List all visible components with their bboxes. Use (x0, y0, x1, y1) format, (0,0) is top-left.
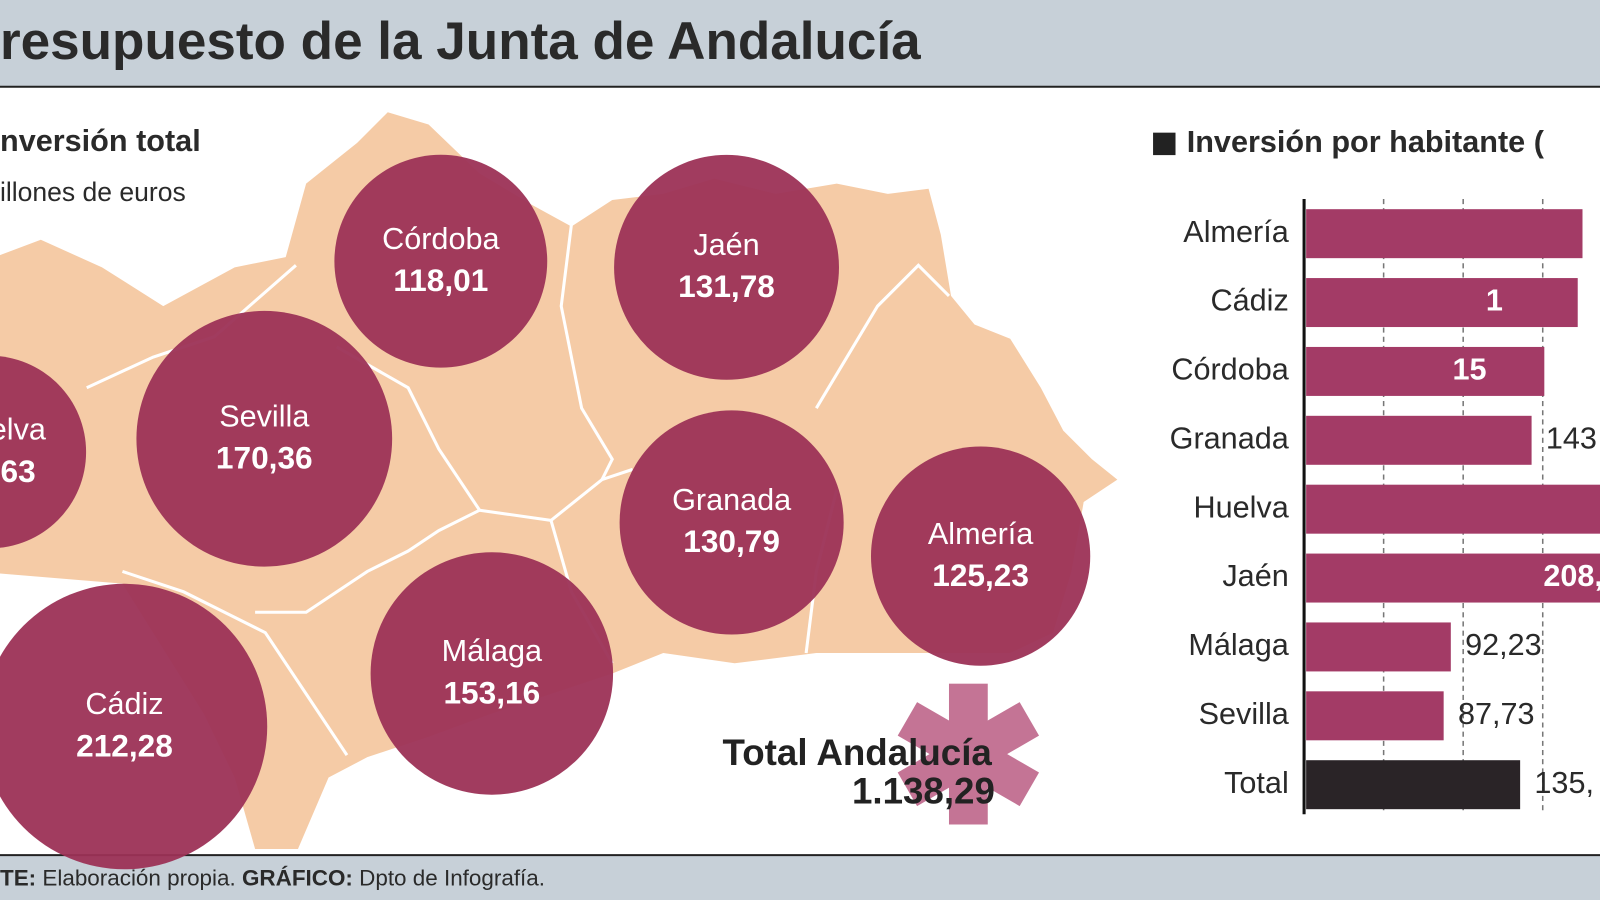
bar (1306, 691, 1444, 741)
footer-graphic-label: GRÁFICO: (242, 866, 353, 891)
region-shape (0, 112, 1118, 849)
value-label: 135, (1534, 766, 1594, 800)
bubble-value: 153,16 (443, 674, 540, 710)
category-label: Total (1224, 766, 1289, 800)
bubble-value: 130,79 (683, 523, 780, 559)
bubble (370, 552, 614, 795)
bubble-value: 125,23 (932, 557, 1029, 593)
value-label: 92,23 (1465, 628, 1542, 662)
bubble-name: Málaga (442, 634, 543, 668)
bubble-value: 118,01 (393, 262, 488, 298)
bar (1306, 209, 1583, 259)
bar (1306, 622, 1451, 672)
bars: Almería Cádiz 1 Córdoba 15 Granada 143 Huelva Ja… (1170, 198, 1600, 815)
category-label: Sevilla (1199, 697, 1290, 731)
category-label: Córdoba (1171, 353, 1289, 387)
bubble-value: 212,28 (76, 727, 173, 763)
bubble-value: 131,78 (678, 268, 775, 304)
total-asterisk (897, 683, 1040, 825)
bar (1306, 484, 1600, 534)
map-subtitle: illones de euros (0, 177, 186, 207)
bubbles: Córdoba 118,01 Jaén 131,78 elva 63 Sevilla 170,… (0, 154, 1091, 870)
bubble (136, 310, 393, 567)
category-label: Jaén (1222, 559, 1288, 593)
bubble (334, 154, 548, 368)
value-label: 87,73 (1458, 697, 1535, 731)
bar-chart: Inversión por habitante ( Almería Cádiz 1 C… (1153, 125, 1600, 815)
bubble-name: Sevilla (219, 399, 310, 433)
footer-graphic: Dpto de Infografía. (359, 866, 545, 891)
category-label: Cádiz (1211, 284, 1289, 318)
map: nversión total illones de euros Córdoba 1… (0, 112, 1118, 870)
map-title: nversión total (0, 124, 201, 158)
category-label: Málaga (1188, 628, 1289, 662)
bar (1306, 346, 1545, 396)
bubble-value: 63 (1, 453, 36, 489)
bar (1306, 760, 1521, 810)
total-block: Total Andalucía 1.138,29 (723, 683, 1040, 825)
value-label: 1 (1486, 284, 1503, 318)
value-label: 15 (1452, 353, 1486, 387)
bubble (619, 410, 844, 635)
bubble (0, 356, 87, 548)
bar-title: Inversión por habitante ( (1187, 125, 1545, 159)
bubble-name: Cádiz (85, 687, 163, 721)
footer-source-label: TE: (0, 866, 36, 891)
total-title: Total Andalucía (723, 732, 993, 773)
page-title: resupuesto de la Junta de Andalucía (0, 12, 921, 71)
bubble-value: 170,36 (216, 440, 313, 476)
bubble-name: Jaén (693, 228, 759, 262)
bubble-name: Córdoba (382, 222, 500, 256)
bubble-name: Almería (928, 517, 1034, 551)
bubble (0, 583, 268, 870)
bar (1306, 553, 1600, 603)
bubble (614, 154, 839, 380)
category-label: Almería (1183, 215, 1289, 249)
category-label: Huelva (1193, 490, 1289, 524)
header-band (0, 0, 1600, 87)
footer-band (0, 855, 1600, 900)
bubble-name: Granada (672, 483, 792, 517)
bubble-name: elva (0, 413, 47, 447)
bar (1306, 278, 1578, 328)
category-label: Granada (1170, 421, 1290, 455)
footer: TE: Elaboración propia. GRÁFICO: Dpto de… (0, 866, 545, 891)
value-label: 143 (1546, 421, 1597, 455)
value-label: 208,1 (1543, 559, 1600, 593)
title-square (1153, 132, 1176, 156)
footer-source: Elaboración propia. (42, 866, 235, 891)
bar (1306, 415, 1532, 465)
total-value: 1.138,29 (852, 771, 995, 812)
bubble (870, 446, 1091, 666)
